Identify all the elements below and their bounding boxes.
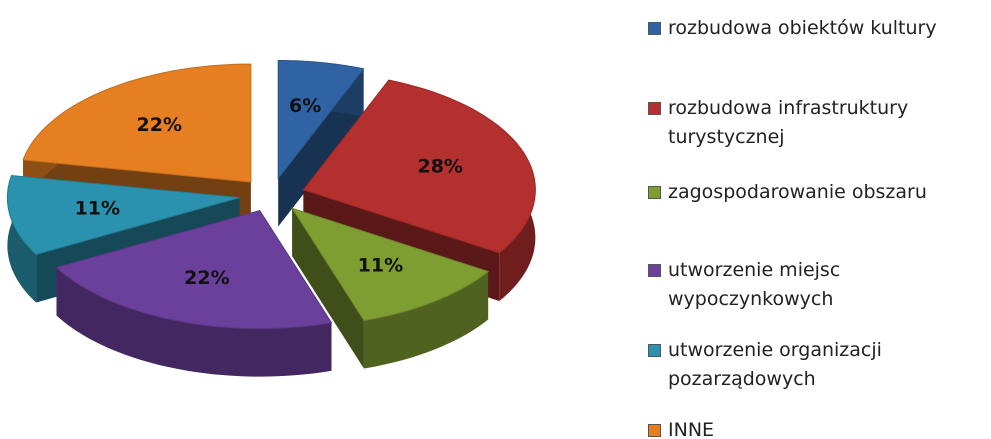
legend-item: INNE (648, 416, 978, 439)
legend-label: zagospodarowanie obszaru (668, 181, 927, 203)
slice-side (292, 208, 364, 369)
legend-swatch (648, 264, 661, 277)
data-label: 22% (184, 267, 229, 289)
data-label: 22% (137, 114, 182, 136)
legend-item: utworzenie organizacji pozarządowych (648, 336, 978, 394)
legend-swatch (648, 424, 661, 437)
legend-label: rozbudowa obiektów kultury (668, 17, 937, 39)
data-label: 28% (417, 156, 462, 178)
legend-swatch (648, 344, 661, 357)
legend-swatch (648, 186, 661, 199)
slice (291, 207, 490, 322)
slice (302, 79, 536, 254)
slice (55, 210, 333, 330)
pie-chart: 6% 28% 11% 22% 11% 22% (6, 60, 536, 377)
legend-item: rozbudowa infrastruktury turystycznej (648, 94, 978, 152)
legend-item: rozbudowa obiektów kultury (648, 14, 978, 43)
slice (6, 174, 240, 256)
slice-side (363, 271, 489, 369)
legend-swatch (648, 102, 661, 115)
data-label: 11% (358, 255, 403, 277)
legend-item: zagospodarowanie obszaru (648, 178, 978, 207)
slice (277, 60, 365, 180)
legend-label: INNE (668, 419, 715, 439)
legend-swatch (648, 22, 661, 35)
legend-label: utworzenie organizacji pozarządowych (668, 339, 882, 390)
legend-label: rozbudowa infrastruktury turystycznej (668, 97, 909, 148)
slice (22, 63, 252, 183)
slice-side (56, 267, 332, 377)
data-label: 6% (289, 95, 321, 117)
legend-label: utworzenie miejsc wypoczynkowych (668, 259, 841, 310)
data-label: 11% (75, 198, 120, 220)
legend-item: utworzenie miejsc wypoczynkowych (648, 256, 978, 314)
